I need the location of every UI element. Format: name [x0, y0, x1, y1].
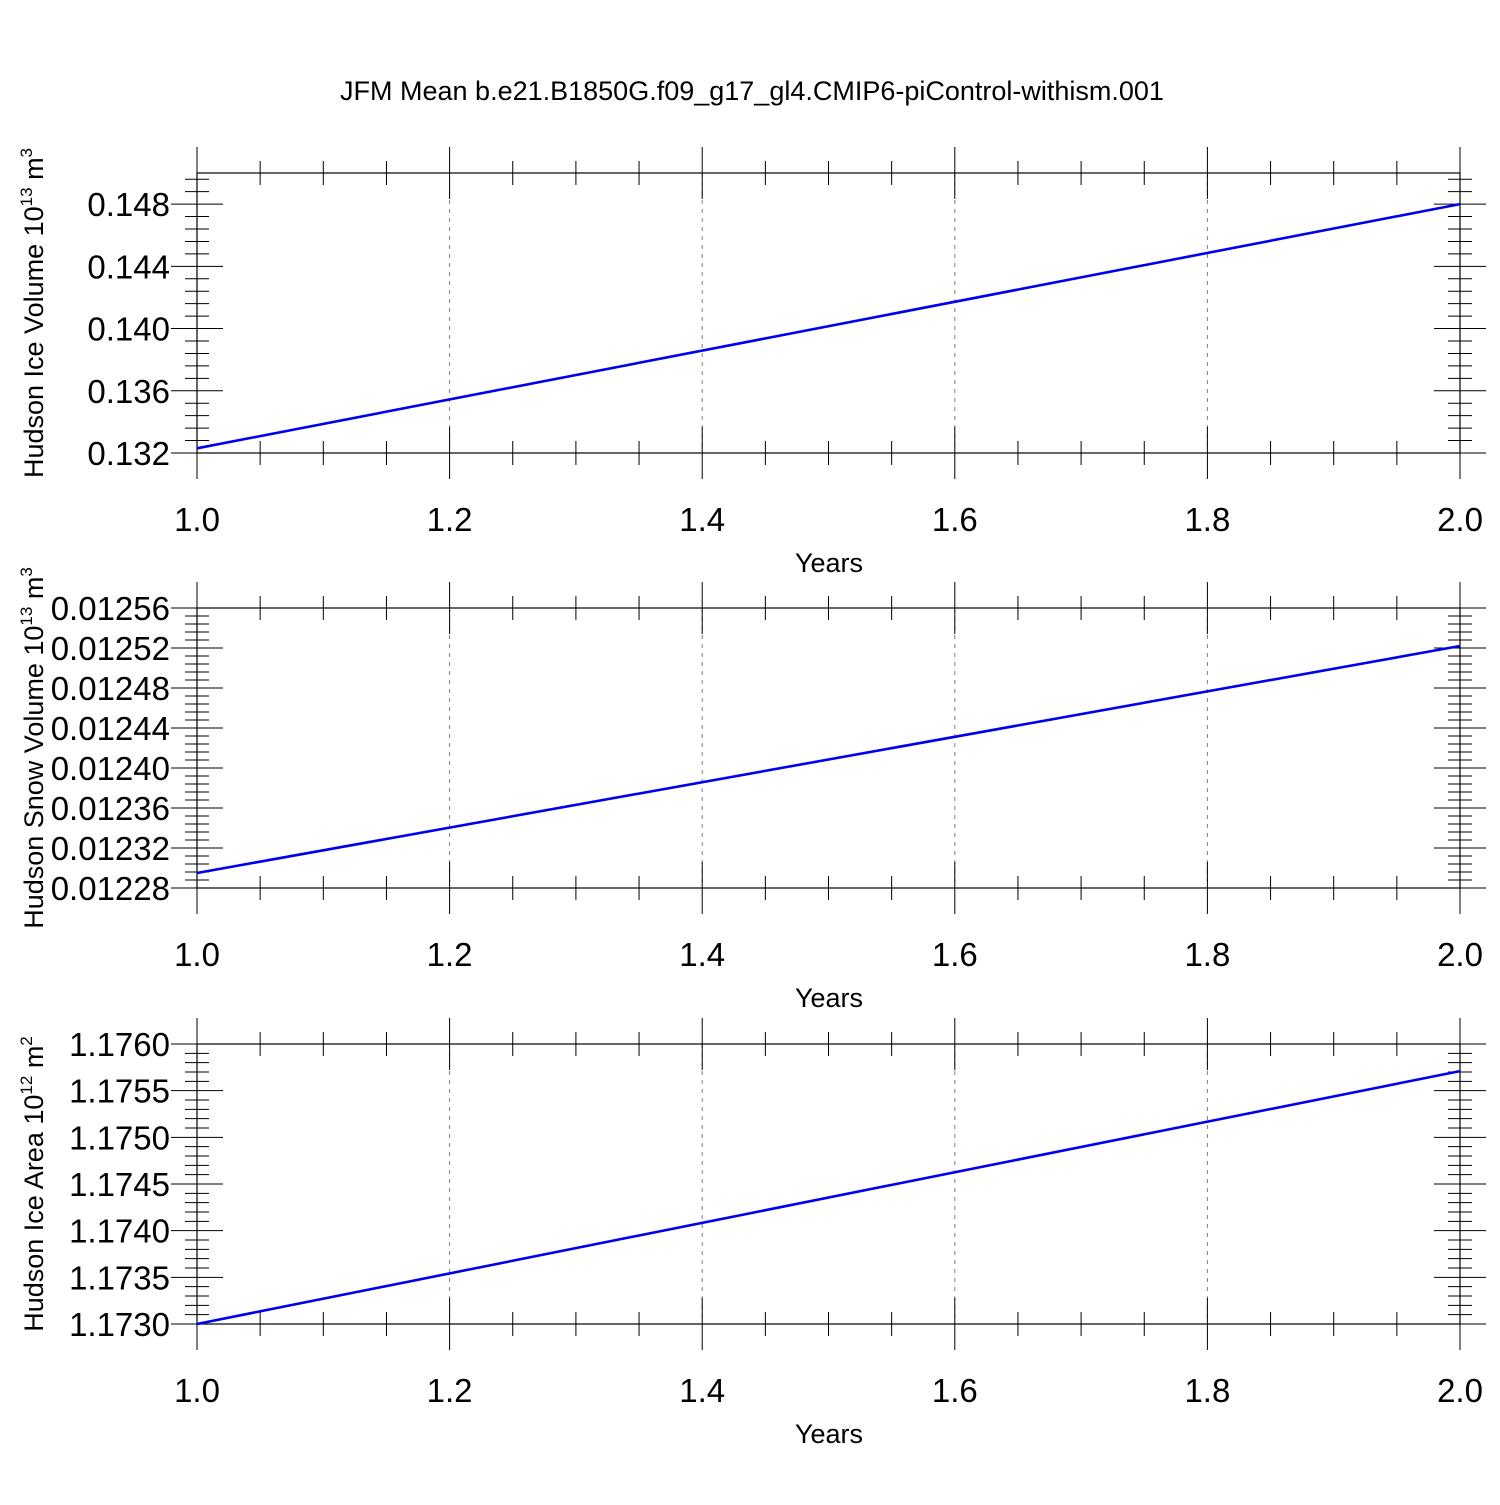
x-tick-label: 1.8 — [1184, 1372, 1230, 1409]
x-axis-title: Years — [795, 548, 863, 578]
y-axis-title: Hudson Ice Area 1012 m2 — [17, 1036, 49, 1332]
x-tick-label: 2.0 — [1437, 1372, 1483, 1409]
y-tick-label: 1.1750 — [69, 1119, 170, 1156]
series-line — [196, 644, 1461, 875]
y-tick-label: 0.136 — [87, 373, 170, 410]
chart-panel-3: 1.0 1.2 1.4 1.6 1.8 2.0 1.1730 1.1735 1.1740 1.17… — [17, 1018, 1486, 1449]
x-tick-label: 1.2 — [427, 936, 473, 973]
series-line — [196, 1069, 1461, 1326]
x-tick-label: 1.0 — [174, 501, 220, 538]
x-tick-label: 1.4 — [679, 501, 725, 538]
y-axis-title-superscript: 3 — [17, 148, 36, 157]
x-tick-label: 1.8 — [1184, 936, 1230, 973]
y-tick-label: 0.148 — [87, 186, 170, 223]
panels: 1.0 1.2 1.4 1.6 1.8 2.0 0.132 0.136 0.140 0.144 0.… — [17, 147, 1486, 1449]
y-tick-label: 1.1730 — [69, 1306, 170, 1343]
x-tick-label: 2.0 — [1437, 936, 1483, 973]
plot-frame — [196, 607, 1461, 889]
x-axis-title: Years — [795, 983, 863, 1013]
x-tick-label: 1.6 — [932, 501, 978, 538]
y-axis-title: Hudson Snow Volume 1013 m3 — [17, 567, 49, 929]
x-axis-title: Years — [795, 1419, 863, 1449]
y-tick-label: 0.01244 — [51, 710, 170, 747]
y-tick-label: 0.144 — [87, 248, 170, 285]
y-axis-title-text: Hudson Ice Volume 10 — [19, 206, 49, 478]
y-axis-title-superscript: 12 — [17, 1076, 36, 1095]
y-tick-label: 0.01252 — [51, 630, 170, 667]
x-tick-label: 2.0 — [1437, 501, 1483, 538]
y-tick-label: 0.01228 — [51, 870, 170, 907]
x-tick-label: 1.0 — [174, 1372, 220, 1409]
x-tick-label: 1.6 — [932, 936, 978, 973]
figure-title: JFM Mean b.e21.B1850G.f09_g17_gl4.CMIP6-… — [340, 76, 1164, 106]
y-axis-title-superscript: 13 — [17, 607, 36, 626]
x-tick-label: 1.8 — [1184, 501, 1230, 538]
y-tick-label: 0.01248 — [51, 670, 170, 707]
y-tick-label: 0.01240 — [51, 750, 170, 787]
y-tick-label: 0.01232 — [51, 830, 170, 867]
y-tick-label: 1.1740 — [69, 1213, 170, 1250]
y-axis-title-superscript: 13 — [17, 187, 36, 206]
x-tick-label: 1.0 — [174, 936, 220, 973]
y-tick-label: 0.132 — [87, 435, 170, 472]
y-axis-title-text: m — [19, 577, 49, 607]
y-axis-title-text: Hudson Ice Area 10 — [19, 1095, 49, 1332]
y-axis-title-text: m — [19, 157, 49, 187]
y-axis-title-text: m — [19, 1046, 49, 1076]
chart-panel-1: 1.0 1.2 1.4 1.6 1.8 2.0 0.132 0.136 0.140 0.144 0.… — [17, 147, 1486, 578]
x-tick-label: 1.6 — [932, 1372, 978, 1409]
x-tick-label: 1.4 — [679, 1372, 725, 1409]
y-axis-title-text: Hudson Snow Volume 10 — [19, 626, 49, 929]
x-tick-label: 1.2 — [427, 501, 473, 538]
y-axis-title-superscript: 3 — [17, 567, 36, 576]
chart-panel-2: 1.0 1.2 1.4 1.6 1.8 2.00.012280.012320.012360… — [17, 567, 1486, 1013]
y-tick-label: 1.1760 — [69, 1026, 170, 1063]
y-tick-label: 1.1755 — [69, 1073, 170, 1110]
x-tick-label: 1.4 — [679, 936, 725, 973]
plot-frame — [196, 1043, 1461, 1325]
y-tick-label: 0.01236 — [51, 790, 170, 827]
x-tick-label: 1.2 — [427, 1372, 473, 1409]
y-tick-label: 1.1745 — [69, 1166, 170, 1203]
y-tick-label: 0.140 — [87, 311, 170, 348]
y-axis-title-superscript: 2 — [17, 1036, 36, 1045]
y-tick-label: 0.01256 — [51, 590, 170, 627]
y-axis-title: Hudson Ice Volume 1013 m3 — [17, 148, 49, 478]
y-tick-label: 1.1735 — [69, 1259, 170, 1296]
series-line — [196, 202, 1461, 450]
